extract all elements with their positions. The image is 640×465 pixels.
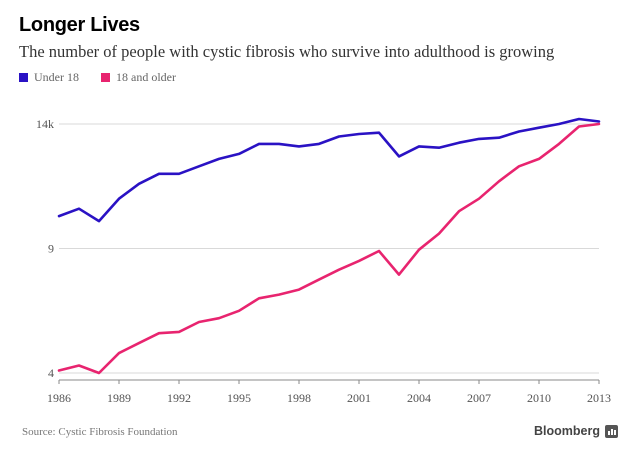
x-tick-label-1989: 1989 — [107, 391, 131, 405]
legend-item-under-18: Under 18 — [19, 70, 79, 85]
x-tick-label-1995: 1995 — [227, 391, 251, 405]
legend-label-under-18: Under 18 — [34, 70, 79, 84]
legend-label-18-and-older: 18 and older — [116, 70, 176, 84]
legend-swatch-18-and-older — [101, 73, 110, 82]
chart-title: Longer Lives — [19, 14, 140, 36]
legend-item-18-and-older: 18 and older — [101, 70, 176, 85]
bloomberg-logo-icon — [605, 424, 618, 438]
source-note: Source: Cystic Fibrosis Foundation — [22, 426, 178, 438]
x-tick-label-2004: 2004 — [407, 391, 431, 405]
x-tick-label-1998: 1998 — [287, 391, 311, 405]
x-tick-label-1992: 1992 — [167, 391, 191, 405]
brand-name: Bloomberg — [534, 424, 600, 438]
x-tick-label-2010: 2010 — [527, 391, 551, 405]
brand-mark: Bloomberg — [534, 424, 618, 438]
x-tick-label-1986: 1986 — [47, 391, 71, 405]
y-tick-label-9: 9 — [48, 242, 54, 256]
chart-subtitle: The number of people with cystic fibrosi… — [19, 42, 555, 61]
series-line-18-and-older — [57, 122, 601, 375]
x-tick-label-2013: 2013 — [587, 391, 611, 405]
y-tick-label-4: 4 — [48, 366, 54, 380]
series-line-under-18 — [57, 117, 601, 223]
x-tick-label-2007: 2007 — [467, 391, 491, 405]
legend: Under 18 18 and older — [19, 70, 176, 85]
x-tick-label-2001: 2001 — [347, 391, 371, 405]
y-tick-label-14k: 14k — [36, 117, 54, 131]
legend-swatch-under-18 — [19, 73, 28, 82]
